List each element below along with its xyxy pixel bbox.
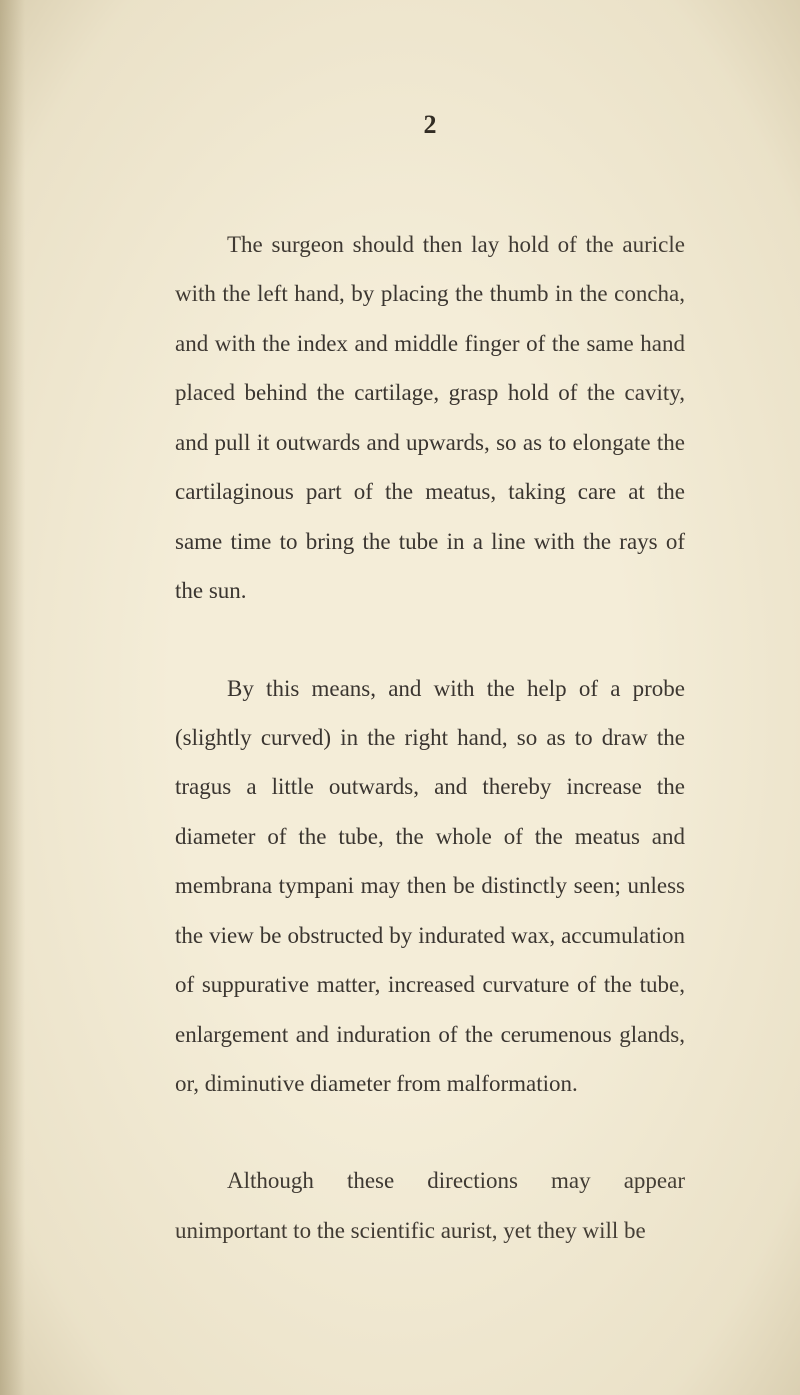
body-paragraph: Although these directions may appear uni… bbox=[175, 1156, 685, 1255]
page-container: 2 The surgeon should then lay hold of th… bbox=[0, 0, 800, 1383]
page-edge-shadow bbox=[0, 0, 25, 1395]
body-paragraph: The surgeon should then lay hold of the … bbox=[175, 220, 685, 616]
body-paragraph: By this means, and with the help of a pr… bbox=[175, 664, 685, 1109]
page-number: 2 bbox=[175, 110, 685, 140]
